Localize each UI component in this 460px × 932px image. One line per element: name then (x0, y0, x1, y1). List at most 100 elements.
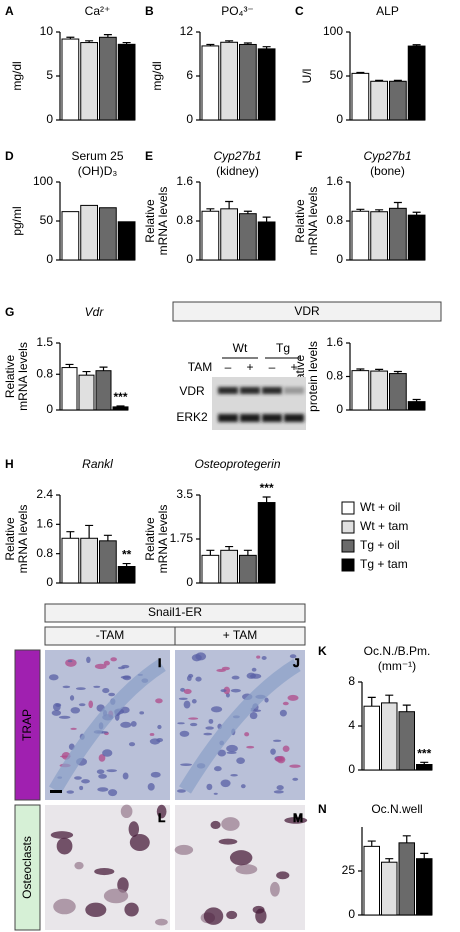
bar (117, 43, 136, 121)
column-label: -TAM (96, 628, 124, 642)
cell (110, 657, 117, 662)
blot-band (284, 387, 304, 394)
bar (61, 367, 78, 411)
blot-band (262, 414, 282, 422)
cell (106, 769, 118, 773)
bar (351, 210, 370, 261)
chart-title: Cyp27b1 (363, 149, 411, 163)
bar (61, 38, 80, 121)
y-axis-label: mRNA levels (156, 187, 170, 256)
y-tick-label: 50 (330, 68, 344, 82)
cell (108, 789, 118, 797)
chart-subtitle: (kidney) (216, 164, 259, 178)
y-tick-label: 50 (40, 213, 54, 227)
cell (221, 817, 240, 831)
cell (94, 663, 107, 670)
error-bar (367, 840, 376, 847)
bar (381, 861, 398, 916)
cell (69, 695, 75, 701)
cell (70, 707, 81, 714)
cell (244, 732, 250, 737)
error-bar (402, 704, 411, 712)
error-bar (66, 531, 75, 539)
cell (289, 654, 297, 659)
y-tick-label: 0.8 (36, 546, 53, 560)
cell (98, 754, 106, 762)
bar (239, 43, 257, 121)
cell (292, 777, 299, 781)
cell (282, 745, 290, 752)
bar (117, 566, 136, 584)
chart-title: Oc.N.well (371, 802, 422, 816)
row-box (14, 649, 41, 801)
cell (81, 779, 90, 784)
blot-sign: – (269, 360, 276, 374)
error-bar (206, 549, 215, 556)
cell (220, 779, 231, 788)
blot-band (262, 387, 282, 394)
cell (218, 838, 238, 845)
cell (48, 674, 59, 681)
y-tick-label: 8 (348, 674, 355, 688)
cell (66, 790, 75, 794)
cell (264, 697, 269, 703)
error-bar (85, 524, 94, 539)
cell (147, 782, 155, 791)
error-bar (243, 549, 252, 556)
y-tick-label: 0 (186, 575, 193, 589)
error-bar (262, 496, 271, 503)
cell (279, 709, 287, 717)
bar (389, 80, 407, 121)
panel-letter: C (295, 4, 304, 18)
cell (103, 660, 110, 666)
bar (201, 554, 220, 584)
row-label: Osteoclasts (20, 836, 34, 899)
bar (201, 210, 220, 261)
cell (183, 688, 192, 695)
y-axis-label: Relative (3, 517, 17, 561)
bar (370, 211, 388, 261)
cell (177, 722, 185, 725)
cell (251, 667, 257, 672)
bar (95, 370, 112, 411)
bar (220, 208, 238, 261)
bar (80, 204, 98, 261)
y-tick-label: 10 (40, 24, 54, 38)
chart-subtitle: (bone) (370, 164, 405, 178)
bar (80, 537, 98, 584)
blot-band (240, 387, 260, 394)
bar (381, 702, 398, 771)
y-tick-label: 0.8 (326, 369, 343, 383)
error-bar (65, 363, 74, 368)
cell (183, 700, 191, 709)
cell (56, 837, 73, 855)
y-tick-label: 1.6 (176, 174, 193, 188)
cell (226, 751, 237, 754)
significance: *** (260, 481, 274, 495)
y-axis-label: pg/ml (10, 206, 24, 235)
chart-title: ALP (376, 4, 399, 18)
y-axis-label: mRNA levels (306, 187, 320, 256)
cell (96, 769, 105, 775)
error-bar (385, 694, 394, 703)
cell (230, 688, 241, 693)
bar (80, 42, 98, 121)
y-tick-label: 4 (348, 718, 355, 732)
cell (191, 654, 202, 662)
blot-header: VDR (294, 304, 320, 318)
y-tick-label: 0 (46, 252, 53, 266)
chart-subtitle: (mm⁻¹) (378, 659, 416, 673)
cell (249, 711, 258, 720)
error-bar (420, 852, 429, 859)
bar (389, 373, 407, 411)
cell (98, 773, 107, 779)
cell (120, 721, 132, 728)
cell (97, 787, 109, 792)
blot-band (218, 414, 238, 422)
y-tick-label: 3.5 (176, 487, 193, 501)
legend-swatch (341, 558, 355, 572)
y-tick-label: 1.6 (326, 335, 343, 349)
bar (78, 374, 95, 411)
cell (88, 700, 94, 709)
row-label: TRAP (20, 709, 34, 741)
